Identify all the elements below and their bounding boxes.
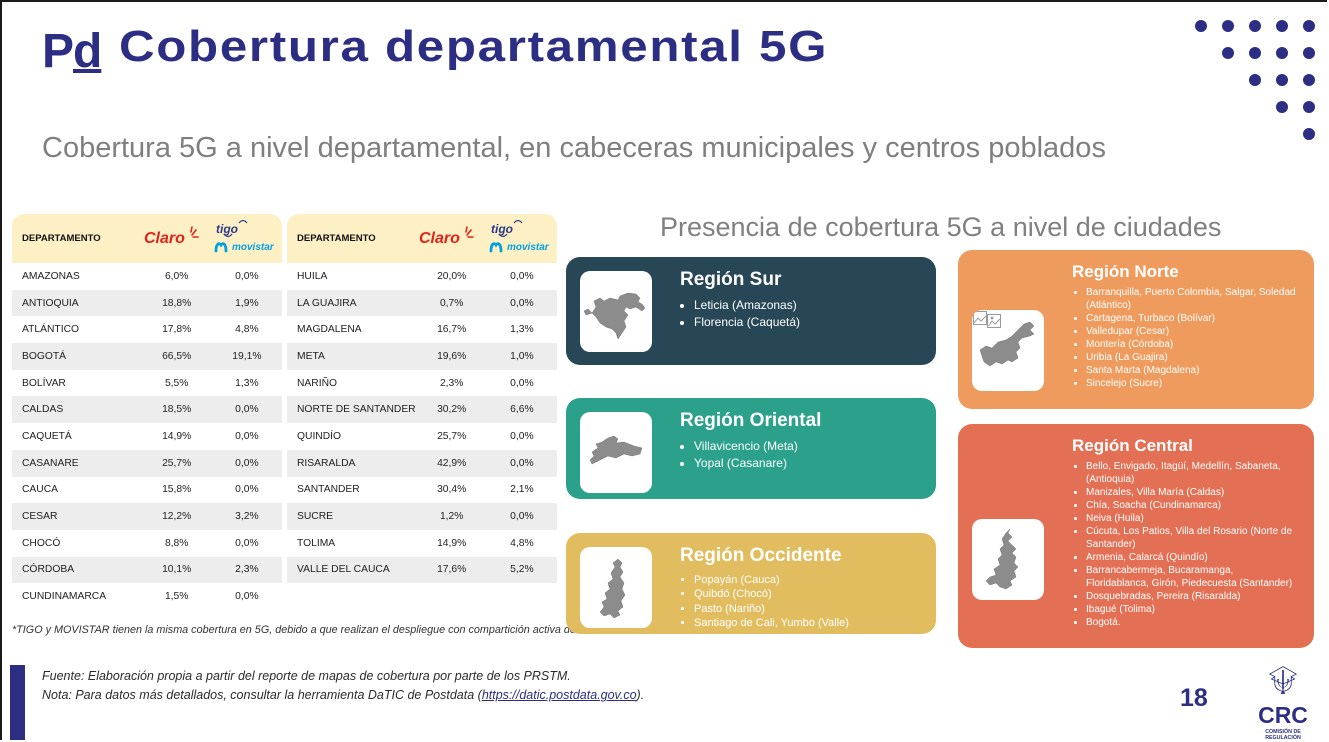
- svg-text:tigo: tigo: [216, 222, 238, 236]
- svg-text:movistar: movistar: [232, 242, 275, 253]
- svg-text:tigo: tigo: [491, 222, 513, 236]
- svg-text:Claro: Claro: [144, 230, 185, 247]
- svg-text:Claro: Claro: [419, 230, 460, 247]
- svg-text:movistar: movistar: [507, 242, 550, 253]
